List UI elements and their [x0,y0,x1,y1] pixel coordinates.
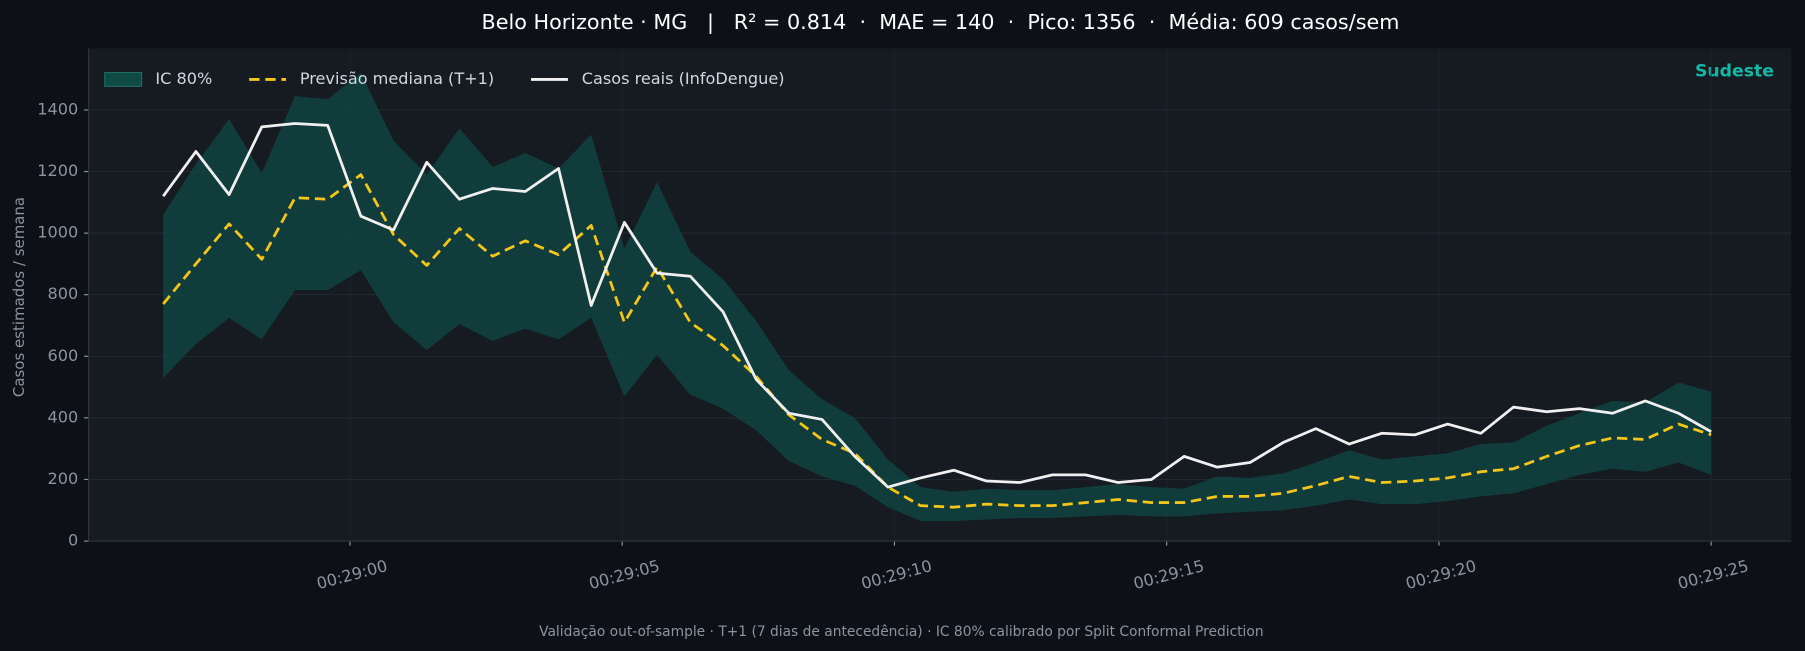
legend-swatch [104,71,143,87]
confidence-band [163,72,1712,522]
series-line [162,173,1712,509]
legend-label: Casos reais (InfoDengue) [582,69,785,88]
region-label: Sudeste [1695,61,1774,81]
footer: Validação out-of-sample · T+1 (7 dias de… [539,624,1264,640]
y-tick-label: 200 [48,469,79,488]
series-line [162,122,1712,489]
y-tick-label: 600 [48,346,79,365]
y-tick-label: 400 [48,407,79,426]
chart-title: Belo Horizonte · MG | R² = 0.814 · MAE =… [482,10,1400,35]
y-tick-label: 1400 [37,99,78,118]
y-axis-label: Casos estimados / semana [10,197,28,397]
y-tick-label: 0 [68,531,78,550]
legend-label: IC 80% [155,69,212,88]
y-tick-label: 1200 [37,161,78,180]
y-tick-label: 1000 [37,223,78,242]
legend-label: Previsão mediana (T+1) [300,69,494,88]
y-tick-label: 800 [48,284,79,303]
